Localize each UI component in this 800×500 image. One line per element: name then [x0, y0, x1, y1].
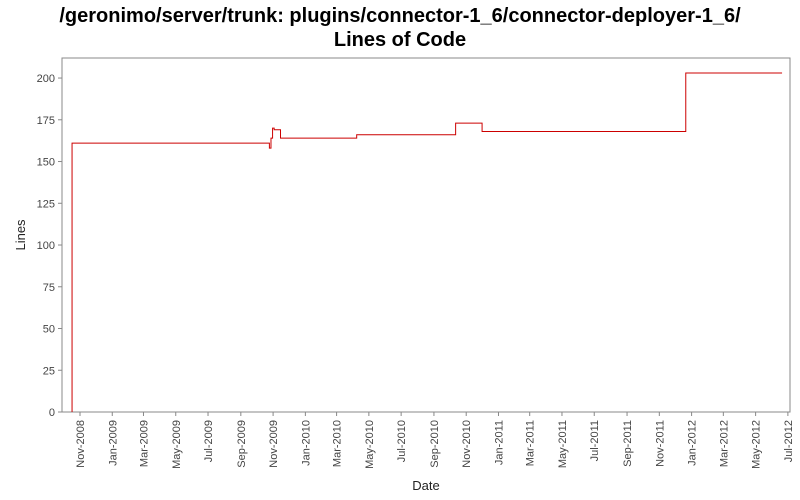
x-tick-label: Sep-2011	[622, 420, 634, 467]
y-tick-label: 150	[37, 157, 55, 169]
y-tick-label: 0	[49, 407, 55, 419]
y-tick-label: 25	[43, 365, 55, 377]
x-tick-label: May-2012	[751, 420, 763, 469]
x-axis-label: Date	[412, 478, 439, 493]
x-tick-label: Jul-2010	[396, 420, 408, 462]
x-tick-label: May-2011	[557, 420, 569, 468]
x-tick-label: May-2009	[171, 420, 183, 469]
y-tick-label: 125	[37, 198, 55, 210]
chart-title-line-1: /geronimo/server/trunk: plugins/connecto…	[59, 5, 741, 27]
x-tick-label: Jan-2010	[300, 420, 312, 466]
x-tick-label: Jan-2009	[107, 420, 119, 466]
x-tick-label: Nov-2010	[461, 420, 473, 468]
y-tick-label: 100	[37, 240, 55, 252]
x-tick-label: Mar-2011	[525, 420, 537, 466]
x-tick-label: Nov-2008	[75, 420, 87, 468]
y-tick-label: 175	[37, 115, 55, 127]
x-tick-label: Nov-2009	[268, 420, 280, 468]
plot-area	[61, 57, 791, 413]
chart-title-line-2: Lines of Code	[333, 29, 467, 51]
x-tick-label: Mar-2009	[138, 420, 150, 467]
y-tick-label: 50	[43, 324, 55, 336]
x-tick-label: Nov-2011	[654, 420, 666, 467]
x-tick-label: Mar-2012	[718, 420, 730, 467]
chart-title: /geronimo/server/trunk: plugins/connecto…	[0, 4, 800, 52]
x-tick-label: Jan-2011	[493, 420, 505, 465]
x-tick-label: Jan-2012	[687, 420, 699, 466]
x-tick-label: Jul-2011	[589, 420, 601, 461]
y-axis: 0 25 50 75 100 125 150 175 200	[37, 73, 62, 419]
series-layer	[71, 72, 783, 413]
x-tick-label: May-2010	[364, 420, 376, 469]
y-tick-label: 200	[37, 73, 55, 85]
x-tick-label: Sep-2009	[236, 420, 248, 468]
series-line	[71, 72, 783, 412]
y-tick-label: 75	[43, 282, 55, 294]
y-axis-label: Lines	[13, 219, 28, 251]
x-axis: Nov-2008 Jan-2009 Mar-2009 May-2009 Jul-2009…	[75, 412, 795, 469]
x-tick-label: Mar-2010	[332, 420, 344, 467]
x-tick-label: Jul-2009	[203, 420, 215, 462]
x-tick-label: Sep-2010	[429, 420, 441, 468]
x-tick-label: Jul-2012	[783, 420, 795, 462]
